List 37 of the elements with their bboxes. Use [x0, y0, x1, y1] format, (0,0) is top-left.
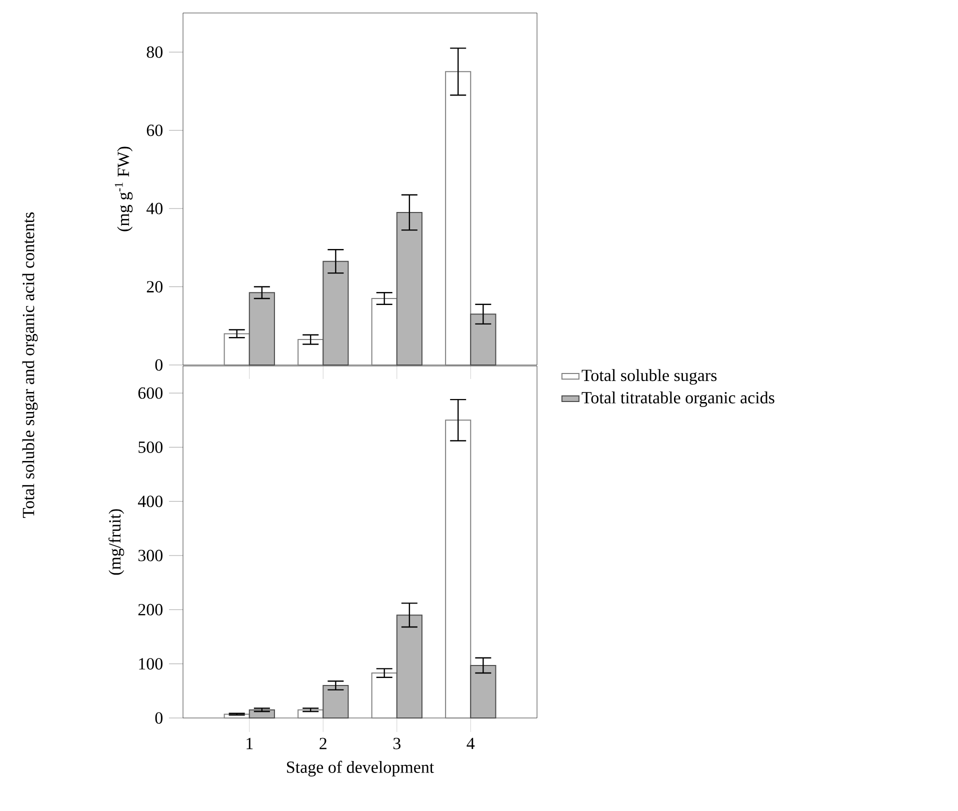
bar: [470, 314, 496, 366]
bar: [371, 298, 398, 366]
legend-label: Total soluble sugars: [582, 369, 717, 385]
y-tick-label: 20: [146, 281, 163, 293]
bar: [322, 684, 349, 718]
bar: [470, 664, 496, 718]
x-tick-label: 2: [320, 738, 326, 750]
y-axis-title: (mg g$^{-1}$ FW): [114, 146, 133, 232]
bar: [248, 709, 275, 718]
y-tick-label: 60: [146, 124, 163, 136]
bar: [445, 71, 472, 366]
legend-label: Total titratable organic acids: [582, 391, 774, 407]
bar: [322, 260, 349, 366]
bar: [298, 339, 324, 366]
x-tick-label: 3: [393, 738, 400, 750]
y-tick-label: 0: [155, 359, 163, 371]
x-tick-label: 1: [246, 738, 253, 750]
bar: [224, 333, 250, 366]
y-tick-label: 0: [155, 712, 162, 724]
y-tick-label: 300: [138, 550, 162, 562]
y-tick-label: 400: [138, 496, 162, 508]
y-tick-label: 200: [138, 604, 162, 616]
bar: [298, 709, 324, 718]
y-tick-label: 600: [138, 387, 162, 399]
y-tick-label: 100: [139, 658, 162, 670]
text: Total soluble sugar and organic acid contents: [22, 212, 38, 518]
bar: [445, 420, 472, 718]
bar: [248, 292, 275, 366]
x-tick-label: 4: [466, 738, 475, 750]
y-axis-title: (mg/fruit): [108, 509, 124, 575]
y-tick-label: 40: [146, 202, 163, 214]
bar: [396, 212, 422, 366]
y-tick-label: 80: [146, 46, 163, 58]
bar: [396, 614, 422, 718]
y-tick-label: 500: [138, 441, 162, 453]
x-axis-title: Stage of development: [287, 760, 434, 776]
bar: [371, 672, 398, 718]
